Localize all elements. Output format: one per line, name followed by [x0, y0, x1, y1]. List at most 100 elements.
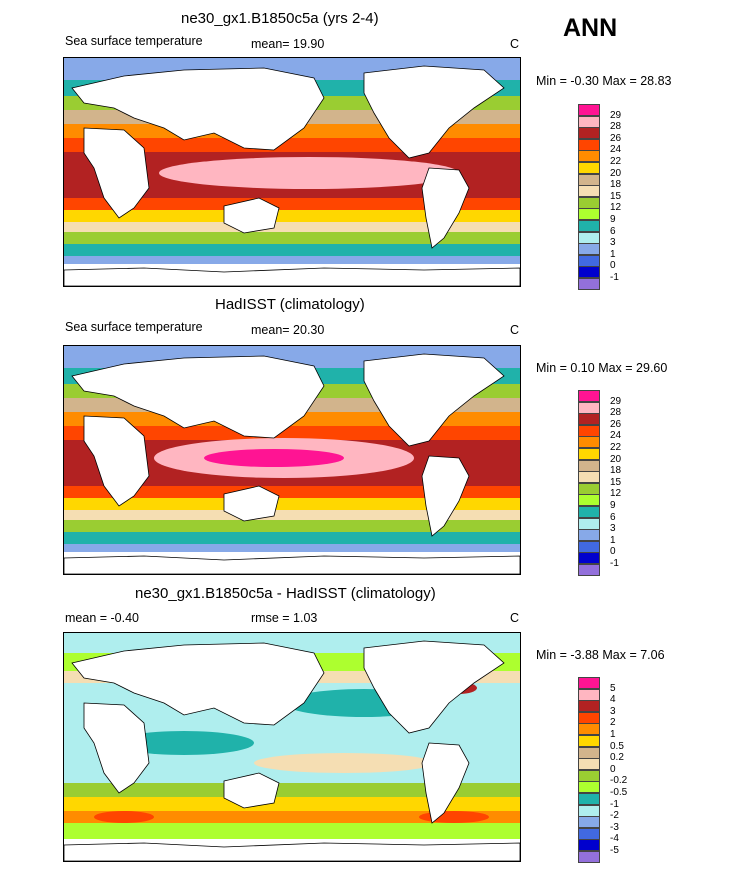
colorbar-box — [578, 424, 600, 437]
p1-africa — [83, 127, 150, 219]
colorbar-box — [578, 482, 600, 495]
colorbar-box — [578, 173, 600, 186]
colorbar-box — [578, 459, 600, 472]
colorbar-box — [578, 162, 600, 175]
colorbar-tick-label: 1 — [610, 534, 616, 546]
colorbar-box — [578, 677, 600, 690]
colorbar-tick-label: 3 — [610, 523, 616, 535]
p2-continents — [64, 353, 520, 574]
colorbar-box — [578, 700, 600, 713]
p3-antarctica — [64, 842, 520, 861]
colorbar-box — [578, 448, 600, 461]
panel2-minmax-label: Min = 0.10 Max = 29.60 — [536, 361, 668, 375]
p3-continents — [64, 640, 520, 861]
colorbar-box — [578, 723, 600, 736]
colorbar-box — [578, 735, 600, 748]
colorbar-tick-label: 22 — [610, 442, 622, 453]
p2-band-subpolar-s — [64, 532, 520, 544]
colorbar-box — [578, 769, 600, 782]
colorbar-tick-label: -2 — [610, 810, 619, 822]
colorbar-box — [578, 436, 600, 449]
p3-band-s4 — [64, 823, 520, 839]
p1-band-midlat-s2 — [64, 232, 520, 244]
colorbar-tick-label: -5 — [610, 845, 619, 856]
colorbar-tick-label: 0 — [610, 546, 616, 558]
colorbar-box — [578, 185, 600, 198]
colorbar-box — [578, 390, 600, 403]
panel3-rmse-label: rmse = 1.03 — [251, 611, 318, 625]
colorbar-box — [578, 254, 600, 267]
colorbar-box — [578, 851, 600, 864]
p1-eurasia — [71, 67, 325, 151]
colorbar-box — [578, 781, 600, 794]
panel3-minmax-label: Min = -3.88 Max = 7.06 — [536, 648, 665, 662]
colorbar-box — [578, 471, 600, 484]
p3-southern-hot1 — [94, 811, 154, 823]
p3-south-america — [421, 742, 470, 824]
p1-antarctica — [64, 267, 520, 286]
colorbar-tick-label: 3 — [610, 237, 616, 249]
colorbar-tick-label: -1 — [610, 272, 619, 283]
colorbar-box — [578, 804, 600, 817]
colorbar-tick-label: 15 — [610, 190, 622, 202]
colorbar-tick-label: 0 — [610, 260, 616, 272]
colorbar-box — [578, 839, 600, 852]
colorbar-tick-label: 29 — [610, 395, 622, 407]
colorbar-box — [578, 413, 600, 426]
colorbar-box — [578, 688, 600, 701]
colorbar-tick-label: 12 — [610, 202, 622, 214]
colorbar-tick-label: 0 — [610, 763, 616, 775]
colorbar-box — [578, 243, 600, 256]
p3-indian-cool — [114, 731, 254, 755]
colorbar-tick-label: 9 — [610, 214, 616, 225]
colorbar-tick-label: 26 — [610, 132, 622, 144]
panel1-map — [63, 57, 521, 287]
colorbar-tick-label: 22 — [610, 156, 622, 167]
colorbar-box — [578, 196, 600, 209]
colorbar-box — [578, 540, 600, 553]
panel2-map — [63, 345, 521, 575]
p3-southern-hot2 — [419, 811, 489, 823]
p2-australia — [223, 485, 280, 522]
p2-africa — [83, 415, 150, 507]
p2-antarctica — [64, 555, 520, 574]
colorbar-tick-label: 26 — [610, 418, 622, 430]
colorbar-tick-label: 2 — [610, 717, 616, 729]
colorbar-box — [578, 208, 600, 221]
colorbar-box — [578, 758, 600, 771]
p3-eurasia — [71, 642, 325, 726]
panel3-colorbar: 5 4 3 2 1 0.5 0.2 0 -0.2 -0.5 -1 -2 -3 -4 -5 — [578, 677, 627, 864]
panel3-map-svg — [64, 633, 520, 861]
colorbar-tick-label: 20 — [610, 167, 622, 179]
p2-band-polar-s — [64, 544, 520, 552]
colorbar-box — [578, 266, 600, 279]
colorbar-tick-label: 1 — [610, 248, 616, 260]
panel2-unit-label: C — [510, 323, 520, 337]
colorbar-tick-label: 0.5 — [610, 740, 624, 752]
p1-band-subpolar-s — [64, 244, 520, 256]
p1-north-america — [363, 65, 505, 159]
p2-band-midlat-s2 — [64, 520, 520, 532]
colorbar-box — [578, 138, 600, 151]
colorbar-box — [578, 564, 600, 577]
colorbar-box — [578, 115, 600, 128]
p3-africa — [83, 702, 150, 794]
panel2-mean-label: mean= 20.30 — [251, 323, 325, 337]
colorbar-box — [578, 793, 600, 806]
colorbar-tick-label: 29 — [610, 109, 622, 121]
panel3-title: ne30_gx1.B1850c5a - HadISST (climatology… — [135, 585, 436, 602]
panel2-colorbar: 29 28 26 24 22 20 18 15 12 9 6 3 1 0 -1 — [578, 390, 621, 577]
p1-band-polar-s — [64, 256, 520, 264]
colorbar-box — [578, 127, 600, 140]
colorbar-box — [578, 529, 600, 542]
colorbar-tick-label: 1 — [610, 729, 616, 740]
panel1-colorbar: 29 28 26 24 22 20 18 15 12 9 6 3 1 0 -1 — [578, 104, 621, 291]
season-label: ANN — [563, 14, 618, 42]
colorbar-box — [578, 494, 600, 507]
p3-north-america — [363, 640, 505, 734]
colorbar-tick-label: 6 — [610, 225, 616, 237]
colorbar-box — [578, 506, 600, 519]
colorbar-tick-label: -3 — [610, 821, 619, 833]
p1-continents — [64, 65, 520, 286]
colorbar-tick-label: 18 — [610, 179, 622, 191]
